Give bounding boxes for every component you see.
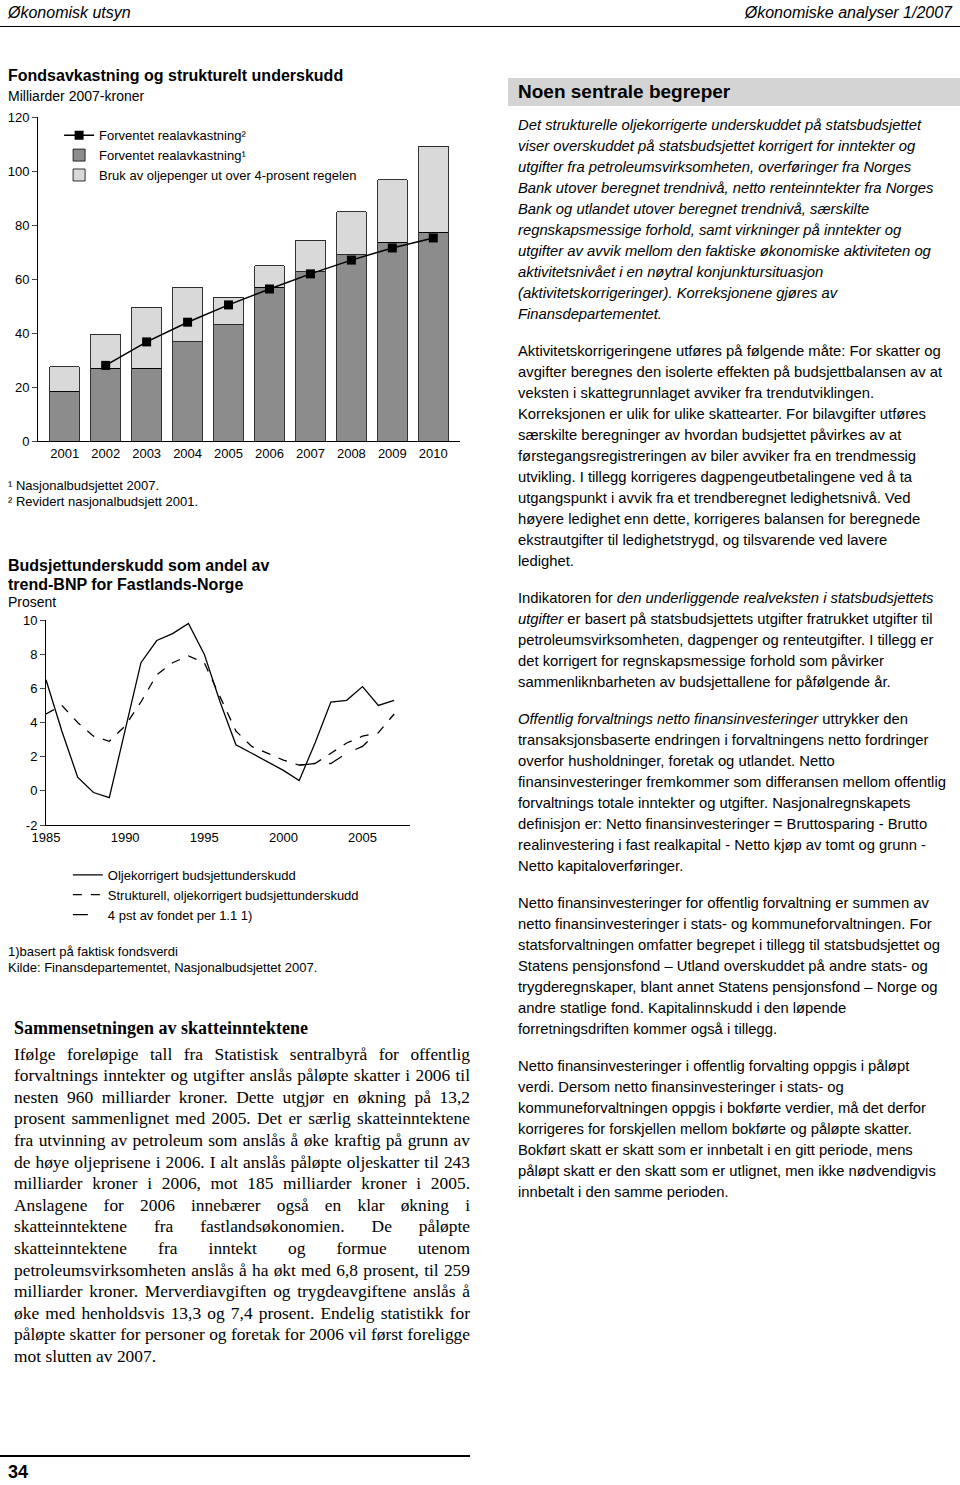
html-text:Sammensetningen av skatteinnte: Sammensetningen av skatteinntektene — [14, 1018, 308, 1038]
html-text:Prosent: Prosent — [8, 594, 57, 610]
svg-text:Forventet realavkastning¹: Forventet realavkastning¹ — [99, 148, 246, 163]
svg-text:60: 60 — [15, 272, 29, 287]
html-text:Indikatoren for den underligge: Indikatoren for den underliggende realve… — [518, 590, 934, 690]
html-text:trend-BNP for Fastlands-Norge: trend-BNP for Fastlands-Norge — [8, 576, 244, 593]
html-text:Aktivitetskorrigeringene utfør: Aktivitetskorrigeringene utføres på følg… — [518, 343, 943, 569]
html-text:Kilde: Finansdepartementet, Na: Kilde: Finansdepartementet, Nasjonalbuds… — [8, 960, 318, 975]
svg-text:0: 0 — [30, 783, 37, 798]
svg-text:Oljekorrigert budsjettundersku: Oljekorrigert budsjettunderskudd — [108, 868, 296, 883]
html-text:Fondsavkastning og strukturelt: Fondsavkastning og strukturelt underskud… — [8, 67, 344, 84]
html-text:Offentlig forvaltnings netto f: Offentlig forvaltnings netto finansinves… — [518, 711, 946, 874]
html-text:Ifølge foreløpige tall fra Sta: Ifølge foreløpige tall fra Statistisk se… — [14, 1043, 470, 1366]
html-text:² Revidert nasjonalbudsjett 20: ² Revidert nasjonalbudsjett 2001. — [8, 494, 199, 509]
svg-text:2: 2 — [30, 749, 37, 764]
svg-text:8: 8 — [30, 647, 37, 662]
svg-text:2007: 2007 — [296, 446, 325, 461]
svg-text:20: 20 — [15, 380, 29, 395]
svg-text:2004: 2004 — [173, 446, 202, 461]
svg-text:2008: 2008 — [337, 446, 366, 461]
svg-text:1995: 1995 — [190, 830, 219, 845]
html-text:Økonomiske analyser 1/2007: Økonomiske analyser 1/2007 — [744, 4, 952, 21]
svg-text:2009: 2009 — [378, 446, 407, 461]
svg-text:2003: 2003 — [132, 446, 161, 461]
svg-text:10: 10 — [23, 613, 37, 628]
html-text:¹ Nasjonalbudsjettet 2007.: ¹ Nasjonalbudsjettet 2007. — [8, 478, 159, 493]
svg-text:2002: 2002 — [91, 446, 120, 461]
html-text:Økonomisk utsyn: Økonomisk utsyn — [8, 4, 131, 21]
svg-text:1985: 1985 — [32, 830, 61, 845]
svg-text:4 pst av fondet per 1.1 1): 4 pst av fondet per 1.1 1) — [108, 908, 253, 923]
svg-text:2001: 2001 — [50, 446, 79, 461]
svg-text:80: 80 — [15, 218, 29, 233]
svg-text:Bruk av oljepenger ut over 4-p: Bruk av oljepenger ut over 4-prosent reg… — [99, 168, 356, 183]
svg-text:6: 6 — [30, 681, 37, 696]
svg-text:Forventet realavkastning²: Forventet realavkastning² — [99, 128, 246, 143]
svg-text:1990: 1990 — [111, 830, 140, 845]
svg-text:40: 40 — [15, 326, 29, 341]
html-text:Det strukturelle oljekorrigert: Det strukturelle oljekorrigerte undersku… — [518, 117, 921, 133]
html-text:Noen sentrale begreper: Noen sentrale begreper — [518, 81, 731, 102]
svg-text:100: 100 — [8, 164, 30, 179]
html-text:Milliarder 2007-kroner: Milliarder 2007-kroner — [8, 88, 145, 104]
svg-text:2006: 2006 — [255, 446, 284, 461]
html-text:viser overskuddet på statsbuds: viser overskuddet på statsbudsjettet kor… — [518, 138, 934, 322]
svg-text:Strukturell, oljekorrigert bud: Strukturell, oljekorrigert budsjettunder… — [108, 888, 359, 903]
svg-text:2000: 2000 — [269, 830, 298, 845]
svg-text:120: 120 — [8, 110, 30, 125]
svg-text:2005: 2005 — [348, 830, 377, 845]
html-text:34: 34 — [8, 1462, 28, 1482]
html-text:Budsjettunderskudd som andel a: Budsjettunderskudd som andel av — [8, 557, 270, 574]
svg-text:4: 4 — [30, 715, 37, 730]
html-text:Netto finansinvesteringer for: Netto finansinvesteringer for offentlig … — [518, 895, 940, 1037]
svg-text:0: 0 — [22, 434, 29, 449]
svg-text:-2: -2 — [26, 818, 38, 833]
html-text:Netto finansinvesteringer i of: Netto finansinvesteringer i offentlig fo… — [518, 1058, 936, 1200]
html-text:1)basert på faktisk fondsverdi: 1)basert på faktisk fondsverdi — [8, 944, 178, 959]
svg-text:2005: 2005 — [214, 446, 243, 461]
svg-text:2010: 2010 — [419, 446, 448, 461]
